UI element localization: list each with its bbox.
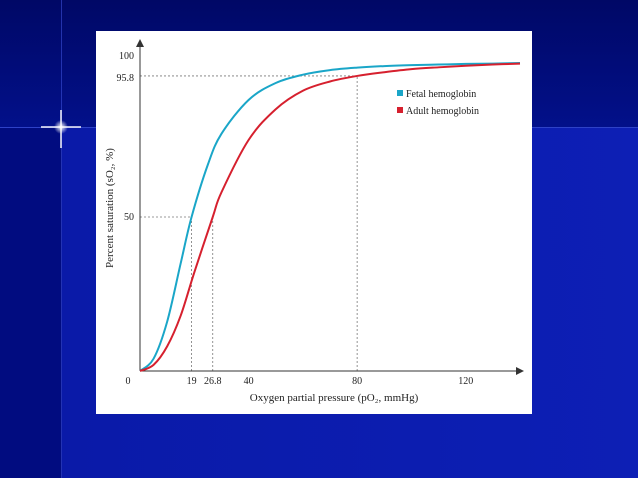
tick-labels: 0 19 26.8 40 80 120 50 95.8 100 — [117, 51, 474, 387]
x-tick-label: 40 — [244, 376, 254, 387]
adult-hemoglobin-curve — [139, 62, 521, 372]
legend-swatch-adult — [397, 107, 403, 113]
x-tick-label: 26.8 — [204, 376, 222, 387]
y-tick-label: 50 — [124, 212, 134, 223]
x-tick-label: 19 — [187, 376, 197, 387]
legend-label-adult: Adult hemoglobin — [406, 106, 479, 117]
oxygen-dissociation-chart: 0 19 26.8 40 80 120 50 95.8 100 Oxygen partial p… — [104, 39, 524, 404]
legend-swatch-fetal — [397, 90, 403, 96]
slide-left-band — [0, 128, 62, 478]
decor-vertical-line — [61, 0, 62, 478]
x-tick-label: 120 — [458, 376, 473, 387]
x-tick-label: 80 — [352, 376, 362, 387]
legend: Fetal hemoglobin Adult hemoglobin — [397, 89, 479, 117]
chart-card: 0 19 26.8 40 80 120 50 95.8 100 Oxygen partial p… — [96, 31, 532, 414]
fetal-hemoglobin-curve — [139, 62, 521, 372]
series-curves — [139, 62, 521, 372]
x-tick-label: 0 — [126, 376, 131, 387]
sparkle-icon — [41, 110, 81, 148]
y-tick-label: 100 — [119, 51, 134, 62]
y-tick-label: 95.8 — [117, 73, 135, 84]
legend-label-fetal: Fetal hemoglobin — [406, 89, 476, 100]
x-axis-title: Oxygen partial pressure (pO₂, mmHg) — [250, 392, 419, 404]
y-axis-title: Percent saturation (sO₂, %) — [104, 148, 116, 268]
reference-lines — [140, 75, 358, 371]
axes — [136, 39, 524, 375]
